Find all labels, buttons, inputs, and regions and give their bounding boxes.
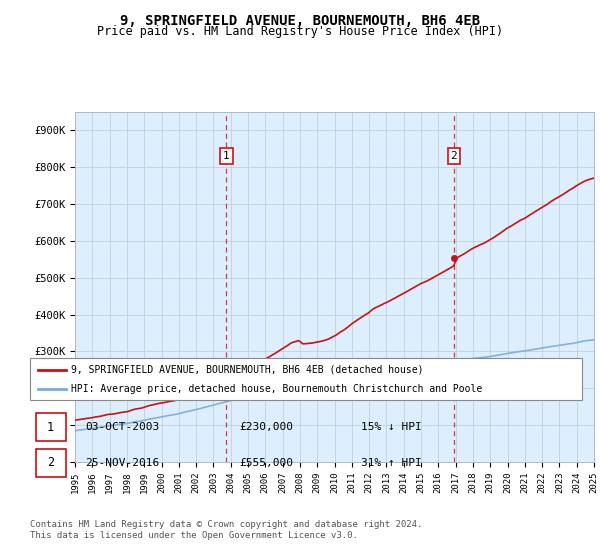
Text: 25-NOV-2016: 25-NOV-2016	[85, 458, 160, 468]
Text: HPI: Average price, detached house, Bournemouth Christchurch and Poole: HPI: Average price, detached house, Bour…	[71, 384, 482, 394]
Text: £230,000: £230,000	[240, 422, 294, 432]
Text: £555,000: £555,000	[240, 458, 294, 468]
Text: 9, SPRINGFIELD AVENUE, BOURNEMOUTH, BH6 4EB (detached house): 9, SPRINGFIELD AVENUE, BOURNEMOUTH, BH6 …	[71, 365, 424, 375]
Text: This data is licensed under the Open Government Licence v3.0.: This data is licensed under the Open Gov…	[30, 531, 358, 540]
Text: Price paid vs. HM Land Registry's House Price Index (HPI): Price paid vs. HM Land Registry's House …	[97, 25, 503, 38]
Text: 1: 1	[47, 421, 54, 434]
Text: 9, SPRINGFIELD AVENUE, BOURNEMOUTH, BH6 4EB: 9, SPRINGFIELD AVENUE, BOURNEMOUTH, BH6 …	[120, 14, 480, 28]
Text: 03-OCT-2003: 03-OCT-2003	[85, 422, 160, 432]
FancyBboxPatch shape	[35, 413, 66, 441]
Text: 2: 2	[47, 456, 54, 469]
Text: 15% ↓ HPI: 15% ↓ HPI	[361, 422, 422, 432]
FancyBboxPatch shape	[30, 358, 582, 400]
Text: 1: 1	[223, 151, 230, 161]
Text: 2: 2	[451, 151, 457, 161]
Text: Contains HM Land Registry data © Crown copyright and database right 2024.: Contains HM Land Registry data © Crown c…	[30, 520, 422, 529]
Text: 31% ↑ HPI: 31% ↑ HPI	[361, 458, 422, 468]
FancyBboxPatch shape	[35, 449, 66, 477]
